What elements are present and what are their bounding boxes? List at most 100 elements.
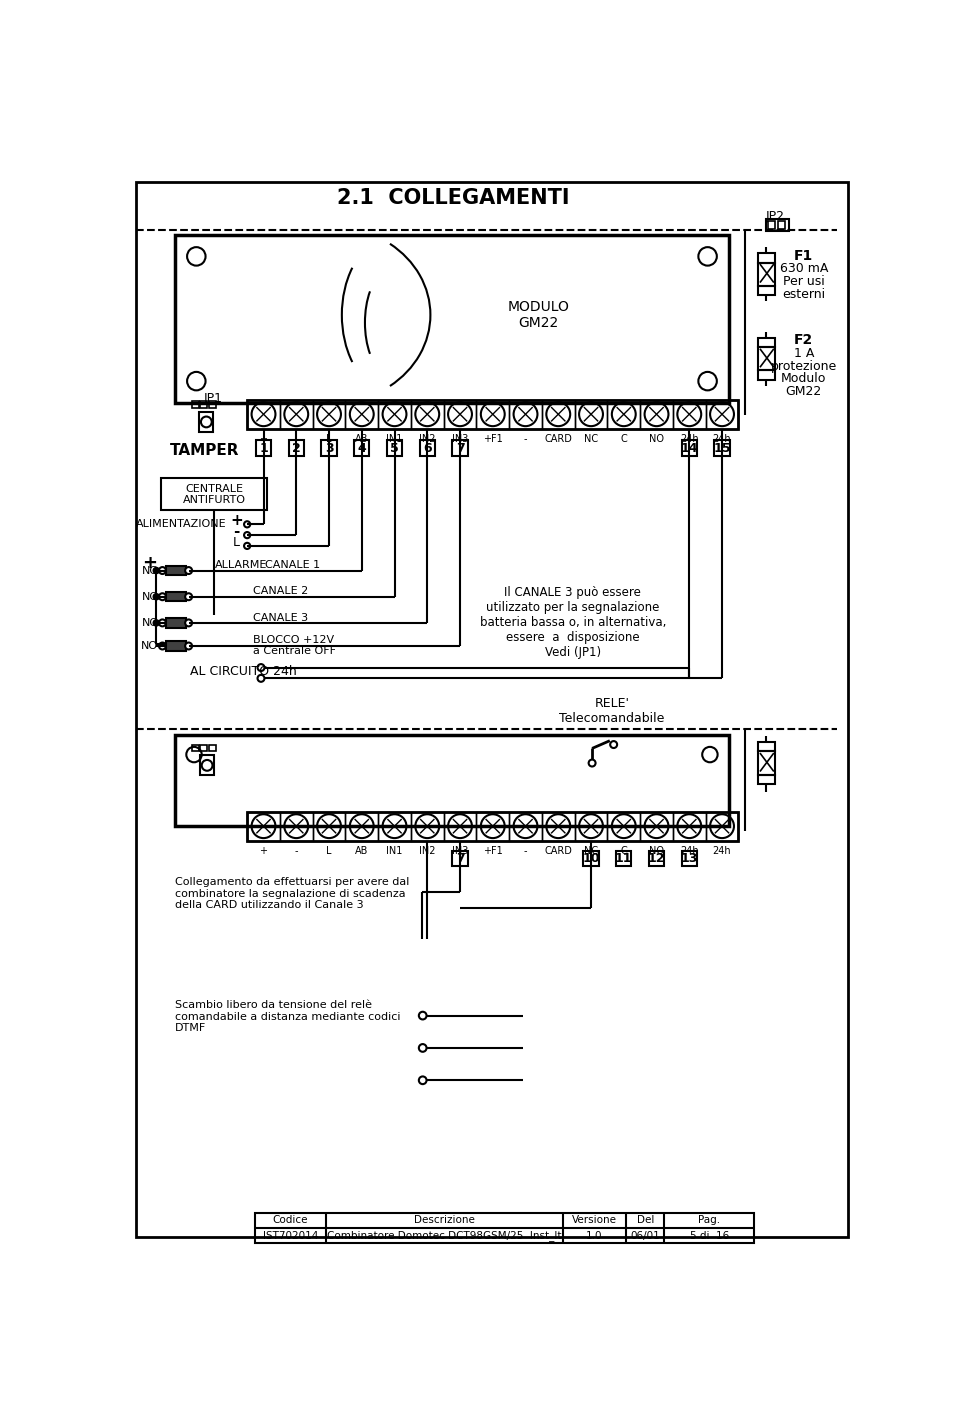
- Text: a Centrale OFF: a Centrale OFF: [253, 646, 336, 656]
- Bar: [346, 399, 378, 429]
- Text: 7: 7: [456, 851, 465, 865]
- Text: NO: NO: [649, 846, 664, 856]
- Text: 2.1  COLLEGAMENTI: 2.1 COLLEGAMENTI: [337, 188, 569, 208]
- Text: Modulo: Modulo: [781, 372, 827, 385]
- Text: CARD: CARD: [544, 434, 572, 444]
- Circle shape: [154, 620, 159, 627]
- Bar: [758, 347, 776, 371]
- Text: Il CANALE 3 può essere
utilizzato per la segnalazione
batteria bassa o, in alter: Il CANALE 3 può essere utilizzato per la…: [480, 586, 666, 659]
- Bar: [682, 851, 697, 867]
- Bar: [254, 1214, 754, 1243]
- Text: +: +: [230, 513, 243, 528]
- Text: Codice: Codice: [273, 1215, 308, 1225]
- Bar: [509, 812, 541, 840]
- Text: AL CIRCUITO 24h: AL CIRCUITO 24h: [190, 665, 297, 677]
- Text: +: +: [259, 434, 268, 444]
- Text: IN3: IN3: [452, 434, 468, 444]
- Text: 6: 6: [423, 441, 432, 455]
- Bar: [768, 221, 776, 229]
- Bar: [541, 812, 575, 840]
- Bar: [175, 235, 730, 403]
- Bar: [452, 851, 468, 867]
- Text: Collegamento da effettuarsi per avere dal
combinatore la segnalazione di scadenz: Collegamento da effettuarsi per avere da…: [175, 877, 409, 910]
- Bar: [649, 851, 664, 867]
- Bar: [758, 285, 776, 295]
- Bar: [165, 566, 185, 575]
- Text: 1: 1: [259, 441, 268, 455]
- Text: +: +: [259, 846, 268, 856]
- Bar: [706, 399, 738, 429]
- Bar: [201, 745, 207, 752]
- Bar: [444, 399, 476, 429]
- Text: NC: NC: [142, 566, 157, 576]
- Bar: [208, 745, 216, 752]
- Bar: [420, 440, 435, 455]
- Text: RELE'
Telecomandabile: RELE' Telecomandabile: [560, 697, 665, 725]
- Text: 5: 5: [390, 441, 399, 455]
- Bar: [247, 399, 738, 429]
- Circle shape: [185, 642, 192, 649]
- Text: JP2: JP2: [766, 209, 785, 223]
- Bar: [682, 440, 697, 455]
- Text: L: L: [326, 434, 332, 444]
- Text: IST702014: IST702014: [263, 1231, 318, 1241]
- Text: +F1: +F1: [483, 434, 503, 444]
- Text: Scambio libero da tensione del relè
comandabile a distanza mediante codici
DTMF: Scambio libero da tensione del relè coma…: [175, 1000, 400, 1034]
- Bar: [201, 756, 214, 776]
- Text: Descrizione: Descrizione: [414, 1215, 474, 1225]
- Bar: [313, 399, 346, 429]
- Text: 13: 13: [681, 851, 698, 865]
- Text: NC: NC: [142, 618, 157, 628]
- Bar: [411, 399, 444, 429]
- Bar: [289, 440, 304, 455]
- Bar: [640, 812, 673, 840]
- Text: 11: 11: [615, 851, 633, 865]
- Bar: [165, 592, 185, 601]
- Bar: [758, 263, 776, 285]
- Bar: [575, 812, 608, 840]
- Bar: [673, 812, 706, 840]
- Bar: [476, 399, 509, 429]
- Bar: [476, 812, 509, 840]
- Text: BLOCCO +12V: BLOCCO +12V: [253, 635, 334, 645]
- Circle shape: [185, 593, 192, 600]
- Text: -: -: [524, 434, 527, 444]
- Bar: [411, 812, 444, 840]
- Bar: [192, 402, 199, 407]
- Text: AB: AB: [355, 434, 369, 444]
- Bar: [378, 812, 411, 840]
- Text: 630 mA: 630 mA: [780, 263, 828, 275]
- Text: Versione: Versione: [572, 1215, 617, 1225]
- Bar: [584, 851, 599, 867]
- Bar: [608, 399, 640, 429]
- Bar: [608, 812, 640, 840]
- Bar: [758, 774, 776, 784]
- Bar: [509, 399, 541, 429]
- Text: +: +: [143, 554, 157, 572]
- Text: CARD: CARD: [544, 846, 572, 856]
- Bar: [640, 399, 673, 429]
- Text: CANALE 1: CANALE 1: [265, 561, 320, 570]
- Text: NO: NO: [141, 641, 157, 651]
- Circle shape: [159, 642, 166, 649]
- Bar: [616, 851, 632, 867]
- Text: L: L: [326, 846, 332, 856]
- Text: ALIMENTAZIONE: ALIMENTAZIONE: [136, 520, 227, 530]
- Circle shape: [154, 568, 159, 573]
- Bar: [758, 752, 776, 774]
- Text: -: -: [233, 524, 240, 538]
- Bar: [541, 399, 575, 429]
- Circle shape: [159, 620, 166, 627]
- Text: 3: 3: [324, 441, 333, 455]
- Text: MODULO
GM22: MODULO GM22: [507, 299, 569, 330]
- Bar: [313, 812, 346, 840]
- Text: IN2: IN2: [419, 846, 436, 856]
- Bar: [758, 339, 776, 347]
- Text: IN3: IN3: [452, 846, 468, 856]
- Bar: [766, 219, 789, 230]
- Text: 24h: 24h: [712, 846, 732, 856]
- Text: F1: F1: [794, 249, 813, 263]
- Bar: [575, 399, 608, 429]
- Bar: [706, 812, 738, 840]
- Text: 14: 14: [681, 441, 698, 455]
